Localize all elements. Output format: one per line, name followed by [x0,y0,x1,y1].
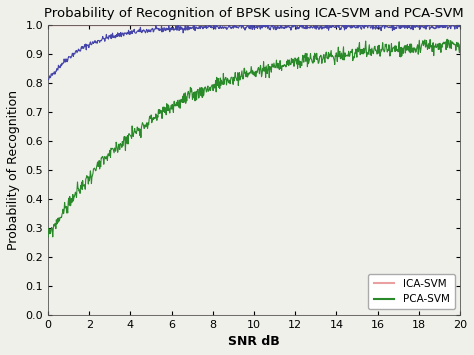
X-axis label: SNR dB: SNR dB [228,335,280,348]
Title: Probability of Recognition of BPSK using ICA-SVM and PCA-SVM: Probability of Recognition of BPSK using… [44,7,464,20]
Y-axis label: Probability of Recognition: Probability of Recognition [7,90,20,250]
Legend: ICA-SVM, PCA-SVM: ICA-SVM, PCA-SVM [368,274,455,310]
